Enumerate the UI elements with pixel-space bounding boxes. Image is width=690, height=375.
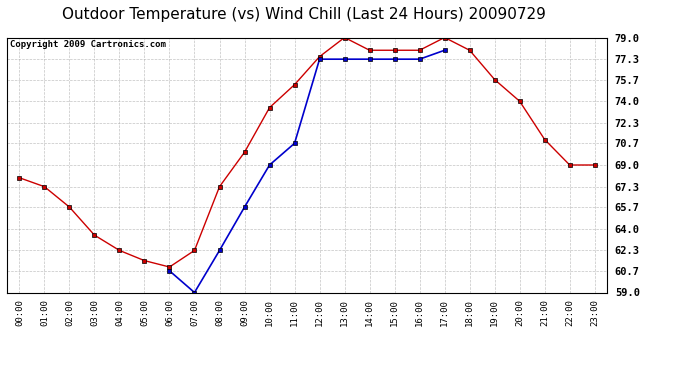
Text: Copyright 2009 Cartronics.com: Copyright 2009 Cartronics.com bbox=[10, 40, 166, 49]
Text: Outdoor Temperature (vs) Wind Chill (Last 24 Hours) 20090729: Outdoor Temperature (vs) Wind Chill (Las… bbox=[61, 8, 546, 22]
